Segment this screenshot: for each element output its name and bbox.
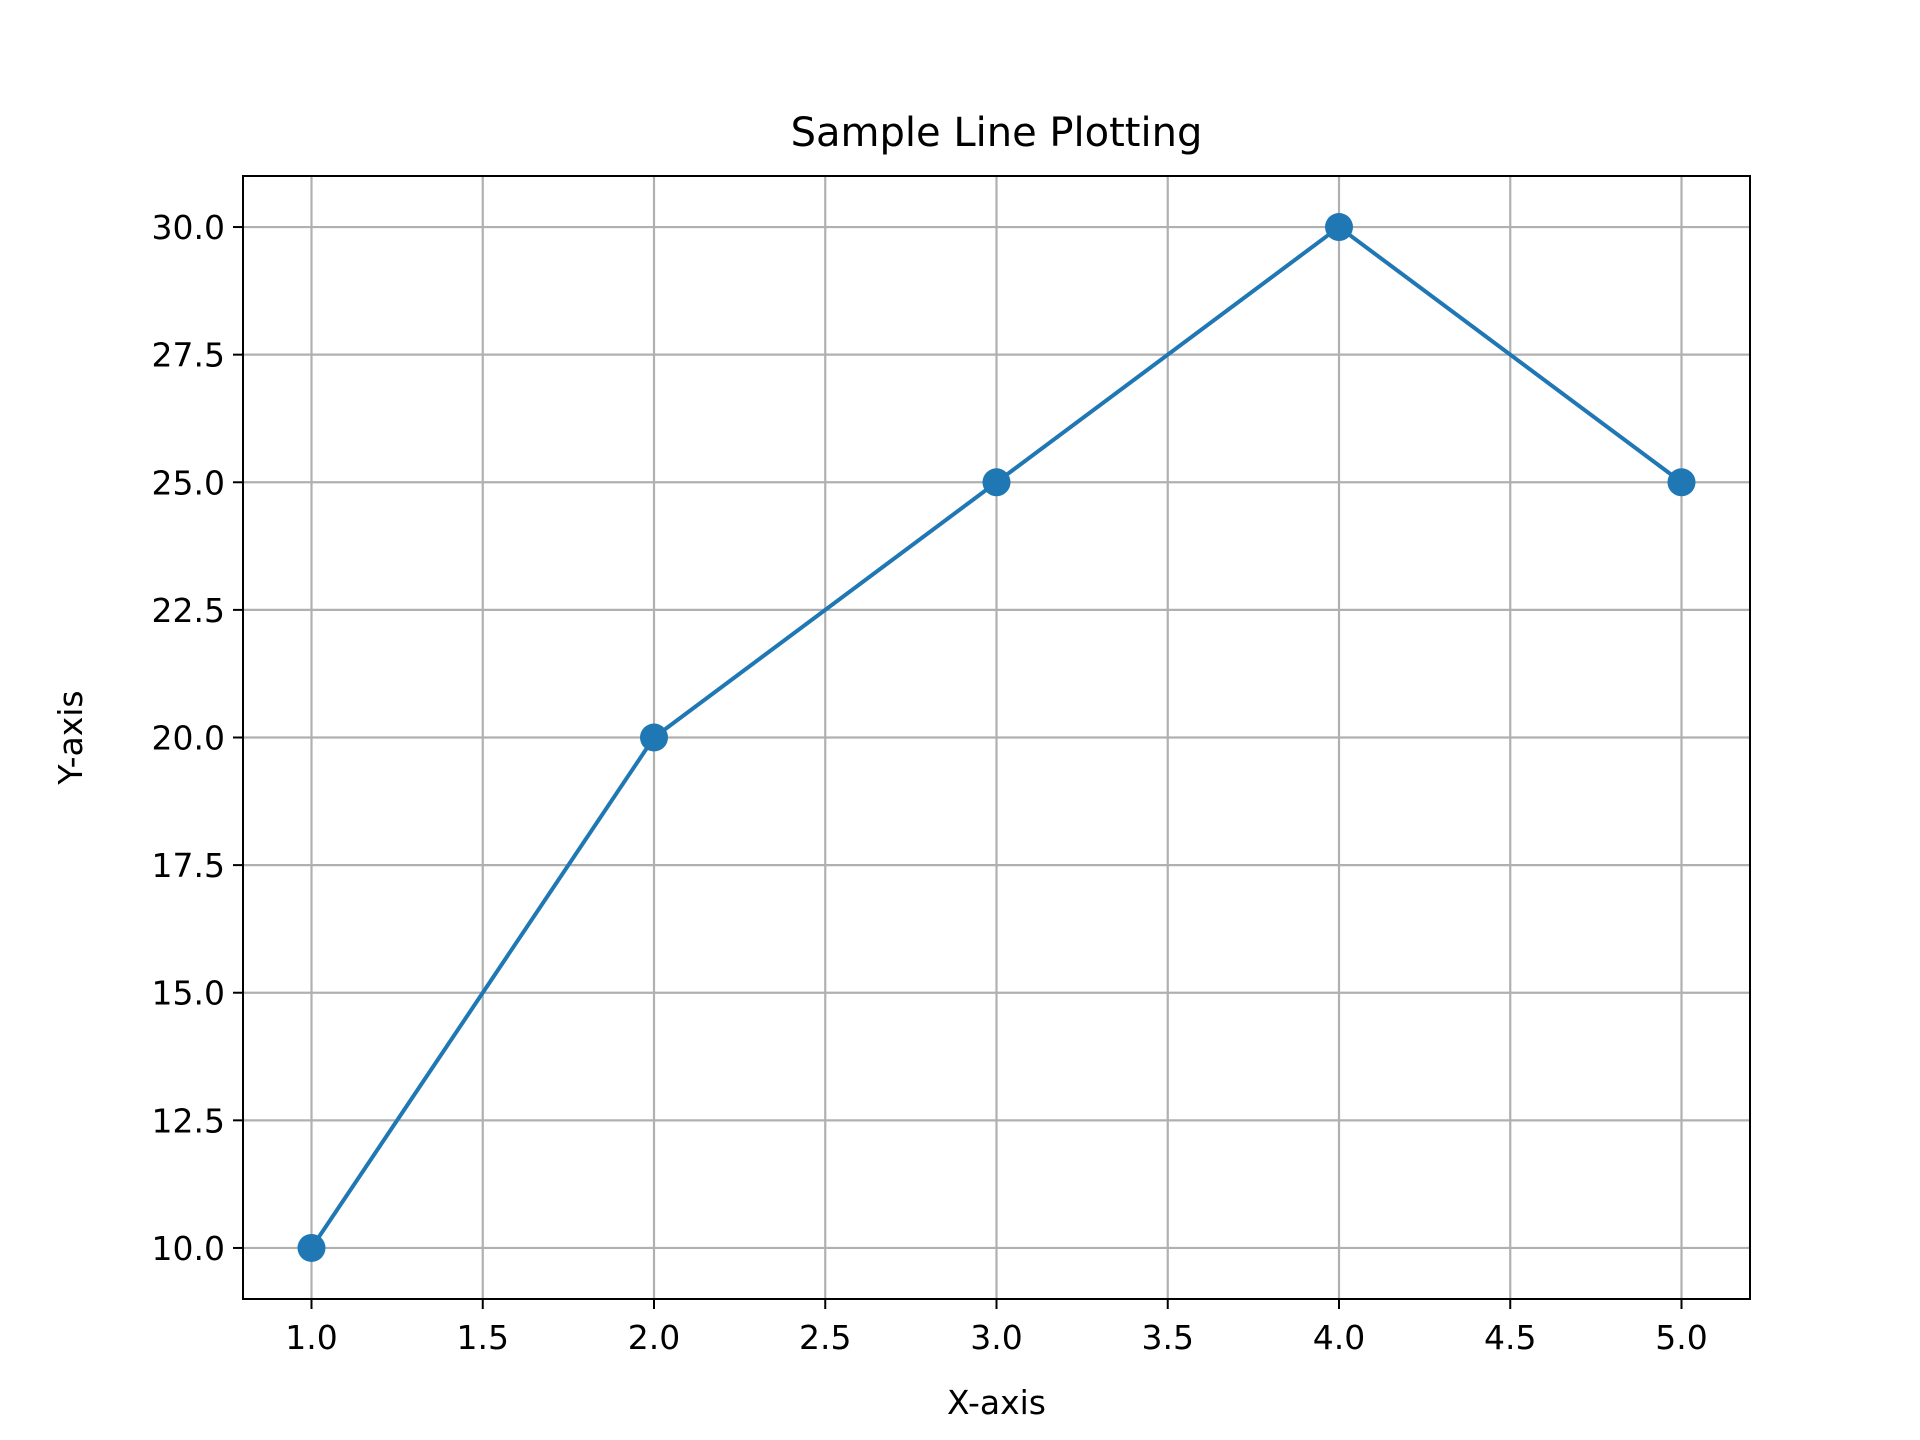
grid [243,176,1750,1299]
y-tick-label: 22.5 [152,591,225,630]
y-axis-title: Y-axis [51,690,90,785]
y-tick-label: 30.0 [152,208,225,247]
x-tick-label: 4.5 [1484,1318,1536,1357]
x-tick-label: 4.0 [1313,1318,1365,1357]
x-tick-label: 2.0 [628,1318,680,1357]
ticks: 1.0 1.5 2.0 2.5 3.0 3.5 4.0 4.5 5.0 10.0 12.5 15.0 1… [152,208,1708,1357]
data-point [1325,213,1353,242]
data-point [1667,468,1696,497]
x-tick-label: 3.0 [970,1318,1022,1357]
y-tick-label: 17.5 [152,846,225,885]
x-tick-label: 1.0 [285,1318,337,1357]
y-tick-label: 25.0 [152,463,225,502]
x-axis-title: X-axis [947,1383,1046,1422]
y-tick-label: 12.5 [152,1101,225,1140]
chart-title: Sample Line Plotting [791,110,1203,156]
x-tick-label: 3.5 [1142,1318,1194,1357]
x-tick-label: 1.5 [457,1318,509,1357]
data-point [640,723,668,752]
y-tick-label: 10.0 [152,1229,225,1268]
y-tick-label: 27.5 [152,336,225,375]
y-tick-label: 20.0 [152,719,225,758]
series-layer [297,213,1696,1262]
x-tick-label: 5.0 [1655,1318,1707,1357]
x-tick-label: 2.5 [799,1318,851,1357]
y-tick-label: 15.0 [152,974,225,1013]
data-point [982,468,1011,497]
data-point [297,1233,326,1262]
